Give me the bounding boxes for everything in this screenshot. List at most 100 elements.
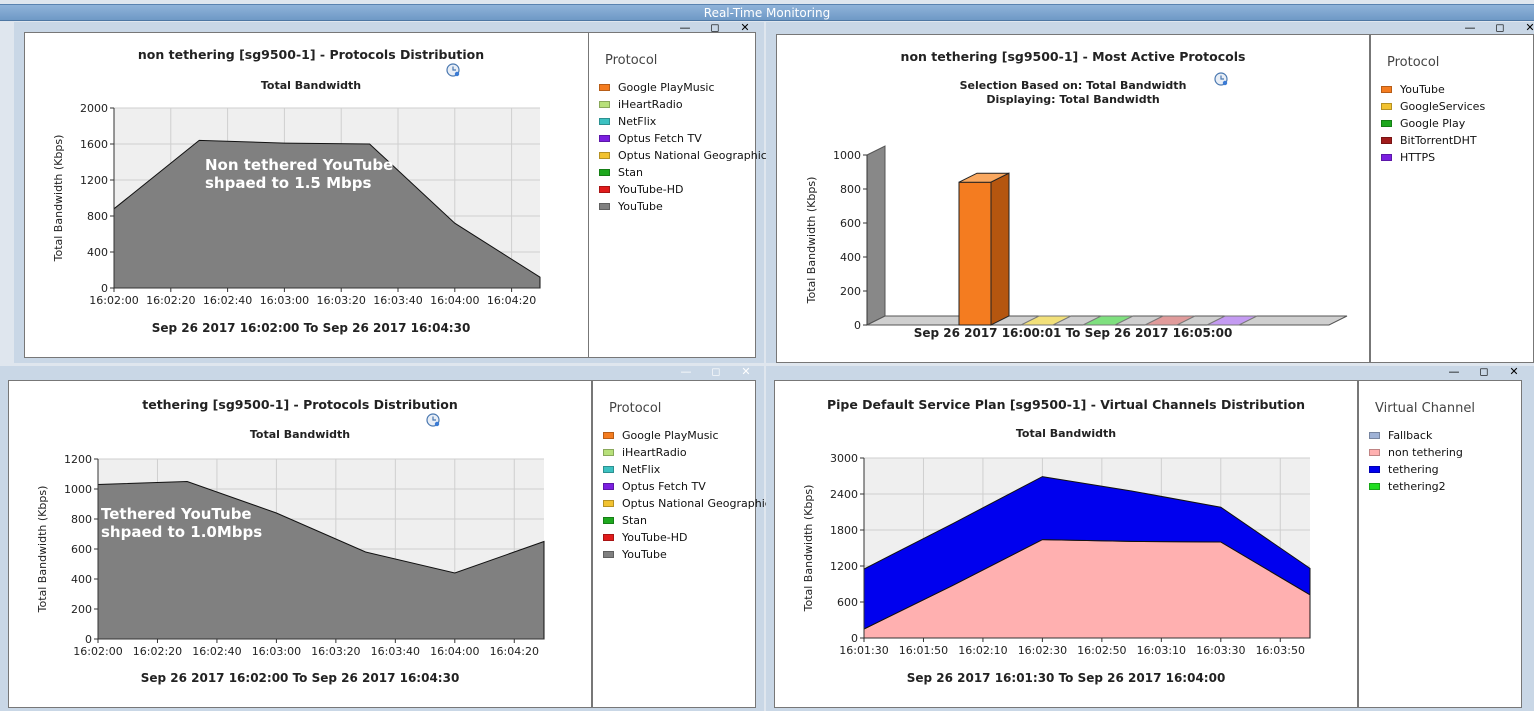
legend-item: tethering <box>1369 461 1463 478</box>
legend-item: YouTube <box>1381 81 1485 98</box>
maximize-icon[interactable]: ◻ <box>710 21 720 34</box>
chart-subtitle-selection: Selection Based on: Total Bandwidth <box>959 79 1187 92</box>
legend-label: YouTube-HD <box>622 531 688 544</box>
chart-subtitle: Total Bandwidth <box>260 79 362 92</box>
virtual-channels-stacked-area-chart: 0 600 1200 1800 2400 3000 16:01:30 16:01:50 16:0… <box>802 452 1311 657</box>
back-wall <box>866 145 886 326</box>
legend-label: iHeartRadio <box>618 98 683 111</box>
y-tick-label: 0 <box>85 633 92 646</box>
clock-refresh-icon[interactable] <box>426 413 440 427</box>
legend-label: Optus Fetch TV <box>622 480 706 493</box>
legend: Protocol Google PlayMusic iHeartRadio NetF… <box>592 380 771 708</box>
clock-refresh-icon[interactable] <box>1214 72 1228 86</box>
legend-label: Stan <box>618 166 644 179</box>
legend-swatch <box>603 483 614 490</box>
legend-swatch <box>1381 154 1392 161</box>
x-tick-label: 16:02:20 <box>133 645 182 658</box>
y-axis-label: Total Bandwidth (Kbps) <box>805 177 818 305</box>
maximize-icon[interactable]: ◻ <box>1495 21 1505 34</box>
y-tick-label: 1200 <box>64 453 92 466</box>
legend-swatch <box>603 466 614 473</box>
legend-swatch <box>1381 120 1392 127</box>
legend-swatch <box>1381 103 1392 110</box>
legend-title: Protocol <box>1387 55 1440 70</box>
legend-label: tethering <box>1388 463 1439 476</box>
y-axis-label: Total Bandwidth (Kbps) <box>52 135 65 263</box>
x-tick-label: 16:03:20 <box>316 294 365 307</box>
panel-header: — ◻ ✕ <box>0 366 764 379</box>
chart-area: tethering [sg9500-1] - Protocols Distrib… <box>8 380 592 708</box>
protocols-area-chart: 0 200 400 600 800 1000 1200 16:02:00 16:02:20 16:… <box>36 453 545 658</box>
window-title-bar[interactable]: Real-Time Monitoring <box>0 4 1534 21</box>
minimize-icon[interactable]: — <box>1464 21 1476 34</box>
x-tick-label: 16:01:50 <box>899 644 948 657</box>
x-tick-label: 16:02:40 <box>192 645 241 658</box>
x-tick-label: 16:02:40 <box>203 294 252 307</box>
y-tick-label: 200 <box>71 603 92 616</box>
minimize-icon[interactable]: — <box>679 21 691 34</box>
maximize-icon[interactable]: ◻ <box>1479 365 1489 378</box>
minimize-icon[interactable]: — <box>1448 365 1460 378</box>
x-tick-label: 16:02:20 <box>146 294 195 307</box>
y-tick-label: 600 <box>837 596 858 609</box>
legend-list: Google PlayMusic iHeartRadio NetFlix Optus … <box>599 79 767 215</box>
legend-title: Protocol <box>609 401 662 416</box>
chart-annotation-line: Non tethered YouTube <box>205 156 393 174</box>
series-area-tethering <box>863 476 1311 630</box>
legend-item: non tethering <box>1369 444 1463 461</box>
legend-swatch <box>603 517 614 524</box>
y-tick-label: 400 <box>87 246 108 259</box>
legend-swatch <box>599 186 610 193</box>
legend-item: Optus Fetch TV <box>603 478 771 495</box>
maximize-icon[interactable]: ◻ <box>711 365 721 378</box>
y-tick-label: 2000 <box>80 102 108 115</box>
y-tick-label: 3000 <box>830 452 858 465</box>
minimize-icon[interactable]: — <box>680 365 692 378</box>
legend-label: Optus National Geographic <box>622 497 771 510</box>
legend-swatch <box>1369 449 1380 456</box>
chart-subtitle: Total Bandwidth <box>1015 427 1117 440</box>
chart-title: Pipe Default Service Plan [sg9500-1] - V… <box>826 397 1306 412</box>
panel-header: — ◻ ✕ <box>14 22 764 35</box>
legend-swatch <box>603 449 614 456</box>
legend-item: iHeartRadio <box>599 96 767 113</box>
most-active-3d-bar-chart: 0 200 400 600 800 1000 Total Bandwidth (Kbps) <box>805 145 1348 331</box>
y-tick-label: 600 <box>840 217 861 230</box>
chart-title: non tethering [sg9500-1] - Most Active P… <box>900 49 1246 64</box>
chart-area: Pipe Default Service Plan [sg9500-1] - V… <box>774 380 1358 708</box>
close-icon[interactable]: ✕ <box>741 365 751 378</box>
legend-label: YouTube <box>618 200 663 213</box>
legend-label: NetFlix <box>618 115 657 128</box>
x-tick-label: 16:03:10 <box>1137 644 1186 657</box>
legend-swatch <box>1381 86 1392 93</box>
y-tick-label: 1800 <box>830 524 858 537</box>
legend-item: Stan <box>603 512 771 529</box>
clock-refresh-icon[interactable] <box>446 63 460 77</box>
bar-flat <box>1082 315 1134 326</box>
y-tick-label: 400 <box>840 251 861 264</box>
legend-swatch <box>1369 466 1380 473</box>
x-tick-label: 16:04:00 <box>430 645 479 658</box>
legend-swatch <box>599 118 610 125</box>
legend-item: GoogleServices <box>1381 98 1485 115</box>
legend-swatch <box>599 101 610 108</box>
y-axis-label: Total Bandwidth (Kbps) <box>802 485 815 613</box>
chart-annotation-line: Tethered YouTube <box>101 505 252 523</box>
legend-item: YouTube <box>603 546 771 563</box>
y-tick-label: 600 <box>71 543 92 556</box>
legend-label: YouTube-HD <box>618 183 684 196</box>
x-tick-label: 16:03:00 <box>252 645 301 658</box>
legend-item: Fallback <box>1369 427 1463 444</box>
time-range-label: Sep 26 2017 16:00:01 To Sep 26 2017 16:0… <box>913 326 1233 340</box>
legend-label: NetFlix <box>622 463 661 476</box>
chart-title: non tethering [sg9500-1] - Protocols Dis… <box>137 47 485 62</box>
x-tick-label: 16:04:20 <box>490 645 539 658</box>
close-icon[interactable]: ✕ <box>1525 21 1534 34</box>
legend-list: Fallback non tethering tethering tethering2 <box>1369 427 1463 495</box>
close-icon[interactable]: ✕ <box>740 21 750 34</box>
legend-item: NetFlix <box>599 113 767 130</box>
bar-flat <box>1020 315 1072 326</box>
close-icon[interactable]: ✕ <box>1509 365 1519 378</box>
panel-non-tethering-protocols: — ◻ ✕ non tethering [sg9500-1] - Protoco… <box>14 22 767 363</box>
legend-item: Optus Fetch TV <box>599 130 767 147</box>
